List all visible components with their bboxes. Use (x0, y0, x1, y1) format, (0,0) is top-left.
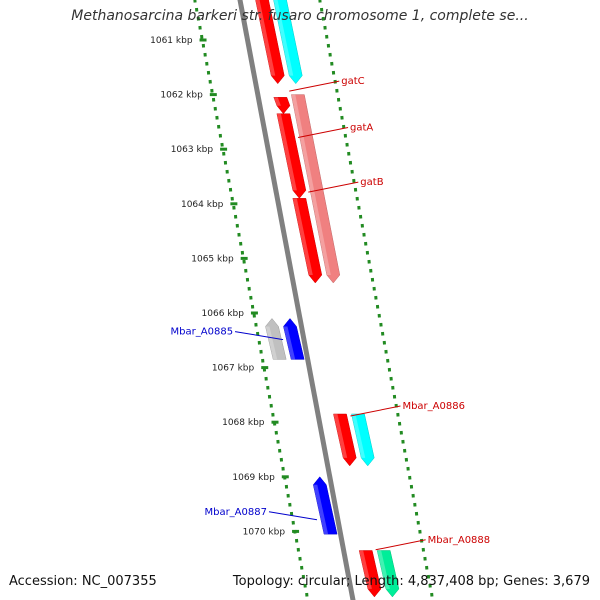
gene-label: Mbar_A0886 (402, 401, 465, 412)
kbp-label: 1065 kbp (191, 254, 234, 264)
gene-label-leader (234, 331, 284, 341)
kbp-label: 1070 kbp (243, 527, 286, 537)
gene-features (255, 0, 400, 598)
gene-label-leader (289, 80, 340, 92)
gene-arrow-highlight (283, 326, 296, 360)
gene-arrow (273, 0, 303, 85)
gene-arrow (376, 550, 400, 598)
kbp-label: 1069 kbp (232, 473, 275, 483)
topology-text: Topology: circular; Length: 4,837,408 bp… (232, 574, 590, 589)
gene-label-leader (375, 539, 426, 551)
gene-arrow (283, 318, 305, 360)
gene-arrow (265, 318, 287, 360)
kbp-ruler: 1061 kbp 1062 kbp 1063 kbp 1064 kbp 1065 kbp… (150, 0, 434, 597)
gene-label-leader (308, 181, 359, 193)
gene-arrow-highlight (292, 198, 313, 275)
gene-label: Mbar_A0887 (204, 507, 267, 518)
genome-backbone (237, 0, 356, 600)
gene-arrow-highlight (255, 0, 276, 76)
gene-arrow (292, 198, 323, 284)
gene-arrow (255, 0, 285, 85)
gene-arrow-highlight (265, 326, 278, 360)
gene-label: Mbar_A0888 (428, 535, 491, 546)
gene-arrow (358, 550, 382, 598)
gene-label: gatB (360, 177, 383, 188)
kbp-label: 1063 kbp (171, 145, 214, 155)
kbp-label: 1068 kbp (222, 418, 265, 428)
gene-arrow-highlight (313, 484, 329, 535)
gene-arrow (291, 94, 341, 284)
kbp-label: 1061 kbp (150, 36, 193, 46)
kbp-label: 1064 kbp (181, 200, 224, 210)
kbp-label: 1067 kbp (212, 364, 255, 374)
gene-label: gatA (350, 123, 373, 134)
accession-text: Accession: NC_007355 (9, 574, 157, 589)
gene-arrow-highlight (377, 550, 390, 589)
gene-label: gatC (341, 76, 364, 87)
gene-labels: gatC gatA gatB Mbar_A0885 Mbar_A0886 Mbar_A08… (171, 76, 491, 551)
gene-arrow-highlight (359, 550, 372, 589)
gene-arrow-highlight (273, 0, 294, 76)
gene-label: Mbar_A0885 (171, 327, 234, 338)
gene-arrow (276, 113, 307, 199)
gene-arrow-highlight (333, 414, 348, 458)
gene-arrow (273, 97, 291, 115)
map-title: Methanosarcina barkeri str. fusaro chrom… (71, 8, 529, 24)
gene-arrow (333, 413, 357, 467)
kbp-label: 1066 kbp (202, 309, 245, 319)
gene-arrow (313, 476, 338, 535)
kbp-label: 1062 kbp (160, 91, 203, 101)
gene-label-leader (297, 127, 349, 139)
gene-arrow-highlight (351, 414, 366, 458)
gene-label-leader (350, 405, 401, 417)
gene-label-leader (268, 511, 318, 521)
backbone-line (237, 0, 356, 600)
gene-arrow-highlight (276, 113, 297, 191)
gene-arrow-highlight (273, 97, 281, 106)
gene-arrow-highlight (291, 94, 331, 275)
